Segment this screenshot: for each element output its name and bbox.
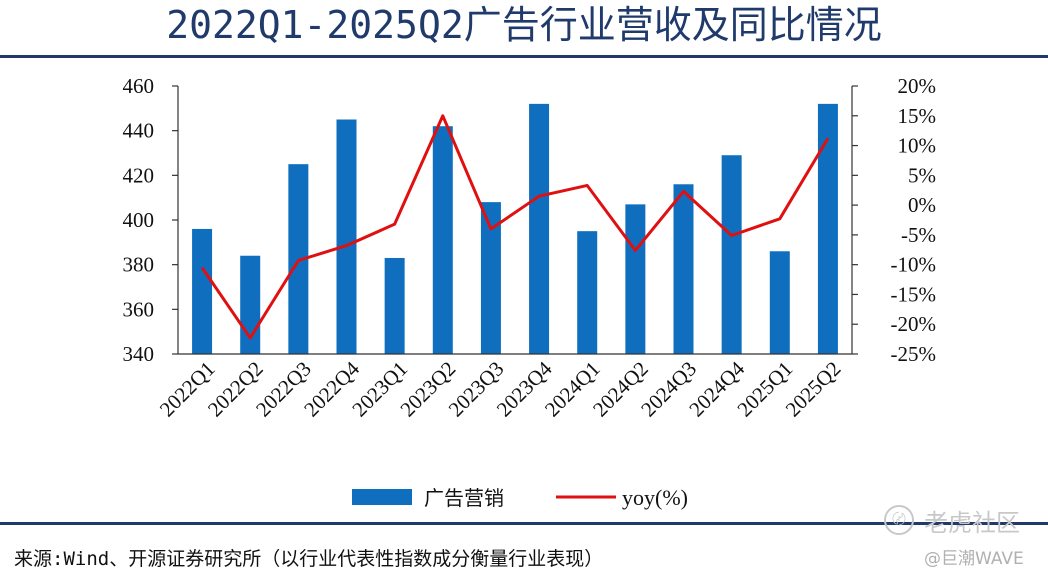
bar-2023Q2	[432, 126, 453, 354]
left-tick-label: 380	[123, 253, 155, 277]
bar-2024Q4	[721, 155, 742, 354]
bar-2023Q4	[529, 103, 550, 354]
bar-2023Q1	[384, 257, 405, 354]
right-tick-label: -25%	[891, 342, 937, 366]
left-tick-label: 360	[123, 297, 155, 321]
watermark-logo-icon: 〄	[884, 505, 914, 535]
source-note: 来源:Wind、开源证券研究所（以行业代表性指数成分衡量行业表现）	[14, 548, 604, 570]
yoy-line-group	[200, 114, 830, 340]
legend-label-line: yoy(%)	[622, 485, 688, 510]
bar-2023Q3	[480, 202, 501, 354]
left-axis-ticks: 340 360 380 400 420 440 460	[123, 74, 178, 366]
bar-group	[192, 103, 838, 354]
x-axis-ticks: 2022Q12022Q22022Q32022Q42023Q12023Q22023…	[155, 356, 846, 421]
bar-2024Q3	[673, 184, 694, 354]
watermark-user: @巨潮WAVE	[924, 549, 1024, 569]
left-tick-label: 460	[123, 74, 155, 98]
right-tick-label: 10%	[898, 134, 937, 158]
right-tick-label: 0%	[908, 193, 936, 217]
right-tick-label: -20%	[891, 312, 937, 336]
axes	[177, 86, 853, 355]
title-rule	[0, 55, 1048, 58]
bar-2024Q1	[577, 231, 598, 354]
bar-2024Q2	[625, 204, 646, 354]
left-tick-label: 400	[123, 208, 155, 232]
left-tick-label: 440	[123, 119, 155, 143]
right-tick-label: -10%	[891, 253, 937, 277]
chart: 340 360 380 400 420 440 460 -25% -20% -15% -10% -5…	[123, 74, 937, 510]
legend-swatch-bar	[352, 489, 412, 505]
legend-label-bar: 广告营销	[424, 486, 504, 510]
right-tick-label: -15%	[891, 282, 937, 306]
legend: 广告营销 yoy(%)	[352, 485, 688, 510]
right-axis-ticks: -25% -20% -15% -10% -5% 0% 5% 10% 15% 20%	[852, 74, 936, 366]
left-tick-label: 420	[123, 163, 155, 187]
right-tick-label: 15%	[898, 104, 937, 128]
right-tick-label: -5%	[901, 223, 936, 247]
right-tick-label: 20%	[898, 74, 937, 98]
left-tick-label: 340	[123, 342, 155, 366]
bar-2025Q1	[769, 251, 790, 354]
bar-2025Q2	[817, 103, 838, 354]
bar-2022Q4	[336, 119, 357, 354]
x-tick-label: 2025Q2	[781, 357, 846, 422]
right-tick-label: 5%	[908, 163, 936, 187]
watermark-brand: 老虎社区	[924, 509, 1020, 537]
yoy-line	[200, 114, 830, 340]
bar-2022Q1	[192, 228, 213, 354]
chart-title: 2022Q1-2025Q2广告行业营收及同比情况	[166, 3, 882, 47]
footer-rule	[0, 522, 1048, 525]
